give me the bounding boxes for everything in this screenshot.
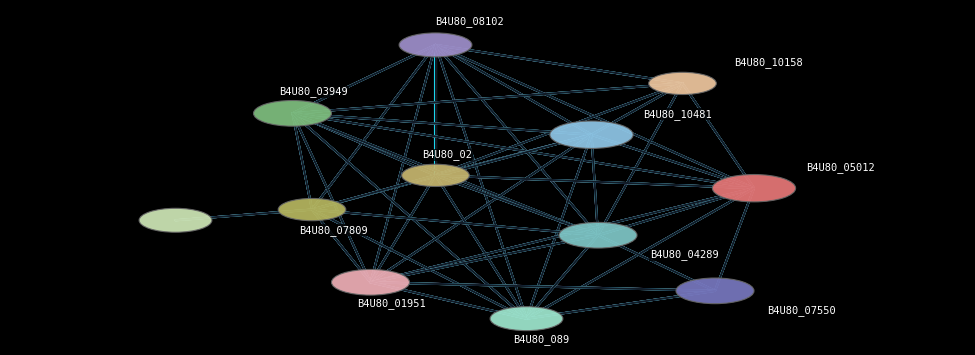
Text: B4U80_03949: B4U80_03949: [280, 87, 348, 97]
Text: B4U80_01951: B4U80_01951: [358, 298, 426, 309]
Circle shape: [278, 198, 346, 221]
Text: B4U80_07550: B4U80_07550: [767, 305, 836, 316]
Text: B4U80_08102: B4U80_08102: [436, 16, 504, 27]
Text: B4U80_02: B4U80_02: [422, 149, 473, 160]
Circle shape: [402, 164, 469, 186]
Circle shape: [399, 33, 472, 57]
Circle shape: [676, 278, 754, 304]
Circle shape: [713, 175, 796, 202]
Circle shape: [559, 223, 637, 248]
Text: B4U80_04289: B4U80_04289: [650, 250, 719, 260]
Circle shape: [254, 100, 332, 126]
Text: B4U80_10481: B4U80_10481: [644, 109, 713, 120]
Circle shape: [490, 307, 563, 331]
Circle shape: [139, 208, 212, 232]
Text: B4U80_07809: B4U80_07809: [299, 225, 368, 236]
Text: B4U80_05012: B4U80_05012: [806, 162, 875, 173]
Circle shape: [550, 121, 633, 148]
Text: B4U80_10158: B4U80_10158: [734, 58, 803, 68]
Text: B4U80_089: B4U80_089: [514, 334, 569, 345]
Circle shape: [332, 269, 409, 295]
Circle shape: [648, 72, 717, 94]
